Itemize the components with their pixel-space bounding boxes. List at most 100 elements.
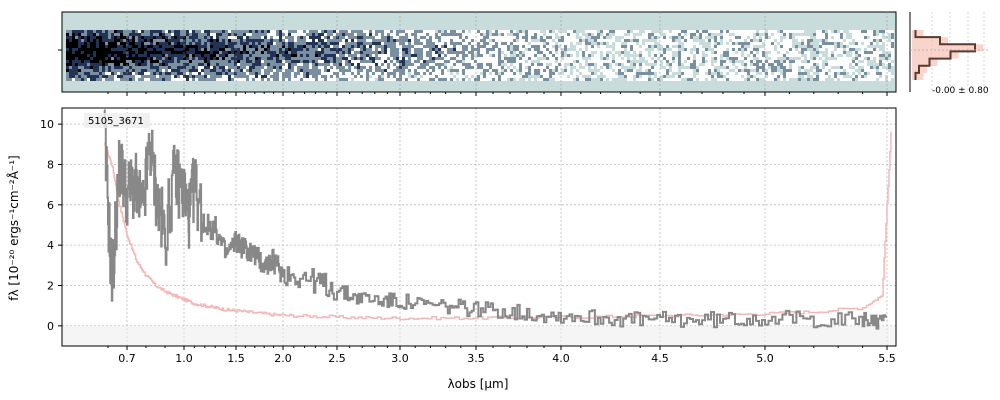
spectrum-pixel — [807, 66, 810, 69]
spectrum-pixel — [540, 39, 543, 42]
spectrum-pixel — [174, 39, 177, 42]
spectrum-pixel — [378, 60, 381, 63]
spectrum-pixel — [300, 36, 303, 39]
spectrum-pixel — [291, 42, 294, 45]
spectrum-pixel — [396, 63, 399, 66]
spectrum-pixel — [162, 51, 165, 54]
spectrum-pixel — [336, 78, 339, 81]
spectrum-pixel — [309, 30, 312, 33]
spectrum-pixel — [96, 30, 99, 33]
spectrum-pixel — [822, 36, 825, 39]
spectrum-pixel — [423, 78, 426, 81]
spectrum-pixel — [501, 36, 504, 39]
spectrum-pixel — [672, 63, 675, 66]
spectrum-pixel — [309, 36, 312, 39]
spectrum-pixel — [432, 51, 435, 54]
spectrum-pixel — [678, 33, 681, 36]
spectrum-pixel — [708, 42, 711, 45]
spectrum-pixel — [729, 54, 732, 57]
spectrum-pixel — [204, 39, 207, 42]
spectrum-pixel — [180, 33, 183, 36]
spectrum-pixel — [492, 39, 495, 42]
spectrum-pixel — [237, 30, 240, 33]
spectrum-pixel — [780, 45, 783, 48]
spectrum-pixel — [537, 66, 540, 69]
spectrum-pixel — [879, 66, 882, 69]
spectrum-pixel — [441, 51, 444, 54]
spectrum-pixel — [84, 66, 87, 69]
spectrum-pixel — [288, 57, 291, 60]
spectrum-pixel — [276, 69, 279, 72]
spectrum-pixel — [519, 69, 522, 72]
spectrum-pixel — [711, 60, 714, 63]
spectrum-pixel — [573, 57, 576, 60]
spectrum-pixel — [432, 78, 435, 81]
spectrum-pixel — [183, 45, 186, 48]
spectrum-pixel — [828, 78, 831, 81]
spectrum-pixel — [879, 39, 882, 42]
spectrum-pixel — [420, 36, 423, 39]
spectrum-pixel — [135, 69, 138, 72]
spectrum-pixel — [681, 42, 684, 45]
spectrum-pixel — [846, 39, 849, 42]
spectrum-pixel — [408, 54, 411, 57]
spectrum-pixel — [66, 75, 69, 78]
spectrum-pixel — [543, 78, 546, 81]
spectrum-pixel — [324, 66, 327, 69]
spectrum-pixel — [318, 36, 321, 39]
spectrum-pixel — [420, 54, 423, 57]
spectrum-pixel — [432, 42, 435, 45]
spectrum-pixel — [135, 57, 138, 60]
spectrum-pixel — [234, 33, 237, 36]
spectrum-pixel — [348, 54, 351, 57]
spectrum-pixel — [168, 78, 171, 81]
spectrum-pixel — [495, 63, 498, 66]
spectrum-pixel — [486, 30, 489, 33]
spectrum-pixel — [294, 66, 297, 69]
spectrum-pixel — [435, 33, 438, 36]
spectrum-pixel — [297, 36, 300, 39]
spectrum-pixel — [756, 60, 759, 63]
spectrum-pixel — [534, 51, 537, 54]
spectrum-pixel — [444, 63, 447, 66]
spectrum-pixel — [93, 69, 96, 72]
spectrum-pixel — [252, 36, 255, 39]
spectrum-pixel — [423, 75, 426, 78]
spectrum-pixel — [699, 48, 702, 51]
spectrum-pixel — [687, 60, 690, 63]
spectrum-pixel — [762, 69, 765, 72]
spectrum-pixel — [597, 33, 600, 36]
spectrum-pixel — [360, 72, 363, 75]
spectrum-pixel — [552, 42, 555, 45]
spectrum-pixel — [321, 75, 324, 78]
spectrum-pixel — [120, 75, 123, 78]
spectrum-pixel — [447, 33, 450, 36]
spectrum-pixel — [393, 66, 396, 69]
spectrum-pixel — [705, 63, 708, 66]
spectrum-pixel — [438, 75, 441, 78]
spectrum-pixel — [381, 78, 384, 81]
spectrum-pixel — [693, 54, 696, 57]
spectrum-pixel — [780, 48, 783, 51]
spectrum-pixel — [222, 72, 225, 75]
spectrum-pixel — [798, 57, 801, 60]
spectrum-pixel — [621, 30, 624, 33]
spectrum-pixel — [66, 51, 69, 54]
spectrum-pixel — [147, 30, 150, 33]
spectrum-pixel — [720, 54, 723, 57]
spectrum-pixel — [768, 75, 771, 78]
spectrum-pixel — [891, 69, 894, 72]
spectrum-pixel — [489, 66, 492, 69]
spectrum-pixel — [129, 33, 132, 36]
spectrum-pixel — [567, 42, 570, 45]
spectrum-pixel — [495, 75, 498, 78]
spectrum-pixel — [543, 39, 546, 42]
spectrum-pixel — [252, 78, 255, 81]
spectrum-pixel — [87, 42, 90, 45]
spectrum-pixel — [444, 75, 447, 78]
spectrum-pixel — [414, 69, 417, 72]
spectrum-pixel — [783, 75, 786, 78]
spectrum-pixel — [429, 57, 432, 60]
spectrum-pixel — [474, 33, 477, 36]
spectrum-pixel — [264, 66, 267, 69]
